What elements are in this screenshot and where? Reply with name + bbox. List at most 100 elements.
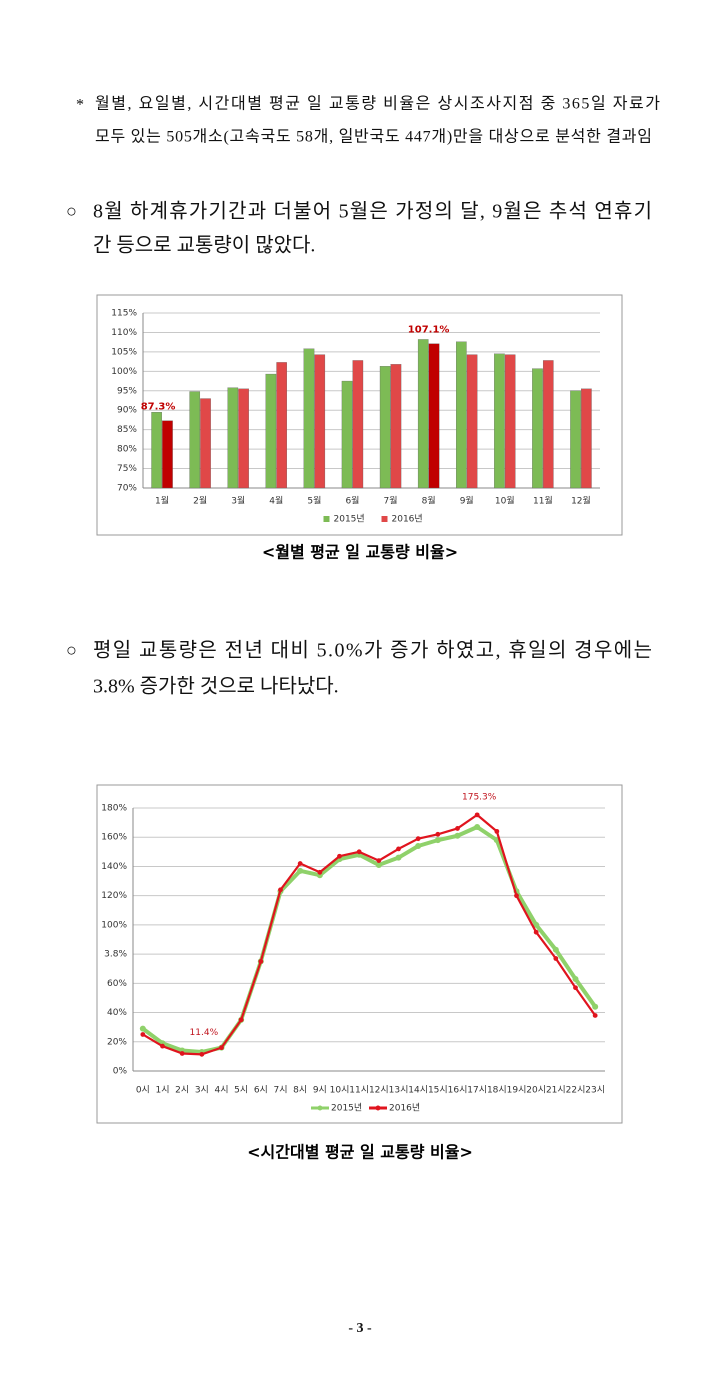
bar <box>189 391 201 489</box>
line-marker <box>395 854 402 861</box>
legend-label: 2016년 <box>389 1103 420 1114</box>
x-tick-label: 12월 <box>571 495 591 507</box>
bar <box>379 366 391 489</box>
x-tick-label: 8월 <box>422 495 436 507</box>
paragraph-line: 3.8% 증가한 것으로 나타났다. <box>93 675 339 698</box>
x-tick-label: 2시 <box>175 1085 189 1096</box>
y-tick-label: 20% <box>107 1037 127 1047</box>
bar <box>352 360 364 489</box>
line-marker <box>533 921 540 928</box>
y-tick-label: 70% <box>117 484 137 494</box>
bar <box>456 341 467 489</box>
bar <box>265 373 277 489</box>
line-marker <box>573 985 578 991</box>
legend-swatch <box>317 1105 323 1111</box>
bar <box>504 354 516 489</box>
y-tick-label: 40% <box>107 1008 127 1018</box>
line <box>142 813 597 1056</box>
x-tick-label: 12시 <box>369 1085 389 1096</box>
note-bullet: * <box>76 97 84 114</box>
line-marker <box>140 1032 146 1037</box>
bar <box>238 388 249 489</box>
y-tick-label: 95% <box>117 386 137 396</box>
line-marker <box>455 826 460 831</box>
line-marker <box>238 1017 244 1023</box>
line-marker <box>219 1045 224 1051</box>
line-marker <box>434 837 441 844</box>
bar <box>532 368 543 489</box>
data-label: 11.4% <box>190 1028 219 1038</box>
x-tick-label: 6시 <box>254 1085 268 1096</box>
line-marker <box>415 836 421 842</box>
x-tick-label: 6월 <box>345 495 359 507</box>
line-marker <box>592 1013 598 1018</box>
x-tick-label: 5월 <box>307 495 321 507</box>
x-tick-label: 3월 <box>231 495 245 507</box>
legend-label: 2015년 <box>331 1103 362 1114</box>
caption: <월별 평균 일 교통량 비율> <box>262 543 458 562</box>
line-marker <box>533 929 539 935</box>
line-marker <box>297 867 304 874</box>
line-marker <box>572 975 579 982</box>
y-tick-label: 80% <box>117 445 137 455</box>
y-tick-label: 105% <box>111 347 137 357</box>
bar <box>341 380 353 489</box>
legend-label: 2016년 <box>392 514 423 525</box>
line-marker <box>179 1051 185 1056</box>
line-marker <box>514 893 519 899</box>
paragraph-line: 평일 교통량은 전년 대비 5.0%가 증가 하였고, 휴일의 경우에는 <box>93 639 652 662</box>
bar <box>390 364 402 489</box>
x-tick-label: 14시 <box>408 1085 428 1096</box>
y-tick-label: 110% <box>111 328 137 338</box>
x-tick-label: 1월 <box>155 495 169 507</box>
y-tick-label: 0% <box>113 1067 128 1077</box>
y-tick-label: 160% <box>101 833 127 843</box>
y-tick-label: 115% <box>111 309 137 319</box>
x-tick-label: 17시 <box>467 1085 487 1096</box>
bar <box>466 354 478 489</box>
note-line: 모두 있는 505개소(고속국도 58개, 일반국도 447개)만을 대상으로 … <box>95 128 652 146</box>
y-tick-label: 90% <box>117 406 137 416</box>
y-tick-label: 85% <box>117 425 137 435</box>
line-marker <box>396 846 401 852</box>
x-tick-label: 21시 <box>546 1085 566 1096</box>
x-tick-label: 9월 <box>460 495 474 507</box>
bar <box>428 343 440 489</box>
y-tick-label: 140% <box>101 862 127 872</box>
line-marker <box>415 842 422 849</box>
y-tick-label: 100% <box>111 367 137 377</box>
x-tick-label: 19시 <box>507 1085 527 1096</box>
legend-label: 2015년 <box>334 514 365 525</box>
x-tick-label: 4월 <box>269 495 283 507</box>
y-tick-label: 180% <box>101 804 127 814</box>
data-label: 87.3% <box>141 402 176 413</box>
x-tick-label: 7시 <box>273 1085 287 1096</box>
x-tick-label: 10시 <box>330 1085 350 1096</box>
y-tick-label: 75% <box>117 464 137 474</box>
x-tick-label: 13시 <box>389 1085 409 1096</box>
bullet: ○ <box>66 201 77 221</box>
line-marker <box>199 1051 205 1057</box>
line-marker <box>297 861 303 866</box>
page-number: - 3 - <box>348 1321 372 1336</box>
line-marker <box>474 823 481 830</box>
x-tick-label: 15시 <box>428 1085 448 1096</box>
line-marker <box>592 1003 599 1010</box>
bar <box>303 348 315 489</box>
x-tick-label: 0시 <box>136 1085 150 1096</box>
x-tick-label: 1시 <box>155 1085 169 1096</box>
bar <box>417 339 429 489</box>
x-tick-label: 16시 <box>448 1085 468 1096</box>
bar <box>494 353 505 489</box>
caption: <시간대별 평균 일 교통량 비율> <box>247 1143 473 1162</box>
line-marker <box>356 849 362 855</box>
line-marker <box>317 869 323 875</box>
bar <box>276 362 287 489</box>
y-tick-label: 100% <box>101 920 127 930</box>
line-marker <box>494 828 500 834</box>
bar <box>581 388 592 489</box>
x-tick-label: 3시 <box>195 1085 209 1096</box>
legend-swatch <box>381 516 388 522</box>
x-tick-label: 7월 <box>384 495 398 507</box>
